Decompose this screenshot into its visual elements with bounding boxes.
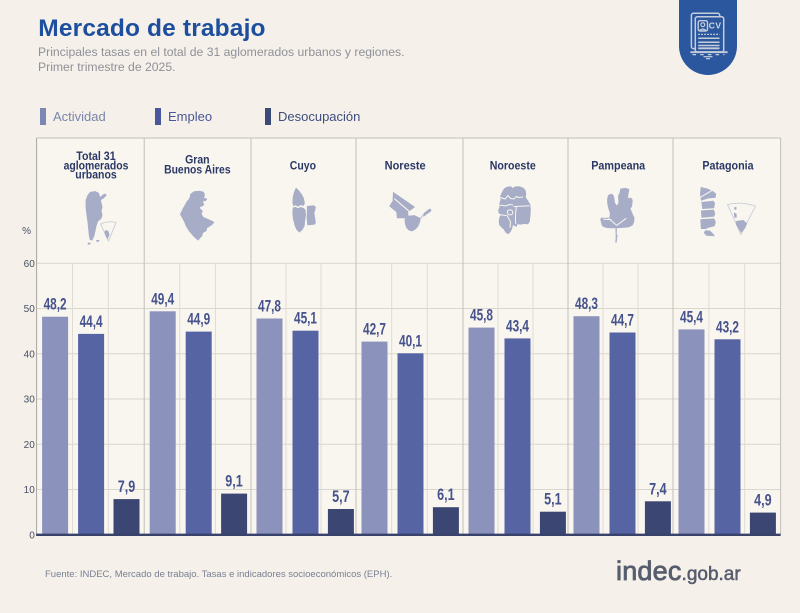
svg-text:47,8: 47,8	[258, 297, 281, 316]
svg-text:Noroeste: Noroeste	[490, 161, 536, 173]
svg-text:Patagonia: Patagonia	[702, 161, 754, 173]
svg-text:7,9: 7,9	[118, 477, 136, 496]
svg-text:30: 30	[24, 395, 36, 406]
svg-text:44,7: 44,7	[611, 311, 634, 330]
svg-text:20: 20	[24, 440, 36, 451]
svg-text:Buenos Aires: Buenos Aires	[164, 164, 231, 176]
svg-text:Cuyo: Cuyo	[290, 161, 316, 173]
svg-text:45,4: 45,4	[680, 307, 703, 326]
svg-text:Pampeana: Pampeana	[591, 161, 646, 173]
svg-text:7,4: 7,4	[649, 479, 667, 498]
svg-text:42,7: 42,7	[363, 320, 386, 339]
svg-text:50: 50	[24, 304, 36, 315]
svg-text:60: 60	[24, 259, 36, 270]
svg-text:0: 0	[29, 530, 35, 541]
svg-text:%: %	[22, 226, 31, 237]
svg-text:Noreste: Noreste	[385, 161, 426, 173]
svg-text:urbanos: urbanos	[75, 170, 116, 182]
svg-text:43,2: 43,2	[716, 317, 739, 336]
svg-text:6,1: 6,1	[437, 485, 455, 504]
svg-text:Gran: Gran	[185, 155, 210, 167]
svg-text:49,4: 49,4	[151, 289, 174, 308]
svg-text:43,4: 43,4	[506, 316, 529, 335]
svg-text:48,2: 48,2	[44, 295, 67, 314]
svg-text:45,1: 45,1	[294, 309, 317, 328]
svg-text:4,9: 4,9	[754, 491, 772, 510]
svg-text:5,7: 5,7	[332, 487, 350, 506]
svg-text:48,3: 48,3	[575, 294, 598, 313]
svg-text:aglomerados: aglomerados	[64, 160, 129, 172]
svg-text:40,1: 40,1	[399, 331, 422, 350]
svg-text:40: 40	[24, 349, 36, 360]
svg-text:45,8: 45,8	[470, 306, 493, 325]
svg-text:CV: CV	[709, 20, 722, 30]
svg-text:Total 31: Total 31	[76, 151, 116, 163]
svg-text:10: 10	[24, 485, 36, 496]
svg-text:44,9: 44,9	[187, 310, 210, 329]
svg-text:9,1: 9,1	[225, 472, 243, 491]
svg-text:5,1: 5,1	[544, 490, 562, 509]
svg-text:44,4: 44,4	[80, 312, 103, 331]
